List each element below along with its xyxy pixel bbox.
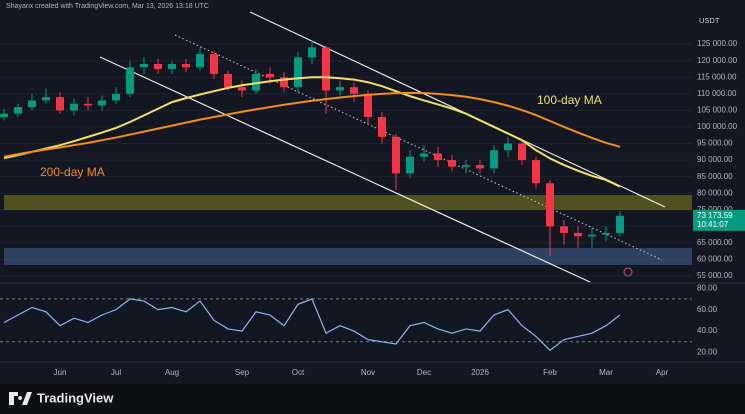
candle-body (364, 93, 372, 118)
candle-body (42, 97, 50, 101)
candle-body (154, 64, 162, 69)
y-tick-label: 80.00 (697, 283, 718, 292)
candle-body (336, 87, 344, 91)
candle-body (28, 100, 36, 108)
y-tick-label: 85 000.00 (697, 172, 733, 181)
candle-body (616, 215, 624, 233)
candle-body (378, 117, 386, 137)
candle-body (126, 67, 134, 94)
candle-body (448, 160, 456, 167)
candle-body (420, 153, 428, 157)
moving-average (3, 76, 621, 188)
channel-lower (99, 56, 591, 283)
y-tick-label: 95 000.00 (697, 139, 733, 148)
x-tick-label: Nov (361, 368, 375, 377)
y-tick-label: 100 000.00 (697, 122, 738, 131)
last-price-label: 73 173.59 (697, 211, 733, 220)
candle-body (210, 54, 218, 74)
candle-body (140, 64, 148, 68)
currency: USDT (699, 16, 720, 25)
resistance-zone (4, 195, 692, 210)
candle-body (0, 113, 8, 118)
candle-body (322, 47, 330, 91)
candle-body (56, 97, 64, 111)
y-tick-label: 60.00 (697, 305, 718, 314)
ma-label: 200-day MA (40, 165, 105, 179)
candle-body (98, 100, 106, 106)
candle-body (70, 103, 78, 111)
last-price-box (693, 209, 745, 231)
x-tick-label: Feb (543, 368, 557, 377)
candle-body (84, 103, 92, 106)
candle-body (574, 232, 582, 237)
moving-average (3, 91, 621, 158)
candle-body (560, 226, 568, 233)
x-tick-label: Oct (292, 368, 305, 377)
channel-upper (249, 11, 666, 208)
candle-body (112, 93, 120, 101)
candle-body (518, 143, 526, 161)
x-tick-label: Sep (235, 368, 250, 377)
candle-body (266, 73, 274, 78)
logo-icon (9, 392, 32, 405)
candle-body (168, 64, 176, 69)
candle-body (196, 54, 204, 68)
candle-body (280, 77, 288, 88)
x-tick-label: Dec (417, 368, 431, 377)
candle-body (238, 87, 246, 91)
y-tick-label: 110 000.00 (697, 89, 737, 98)
candle-body (182, 64, 190, 68)
x-tick-label: Apr (656, 368, 669, 377)
candle-body (392, 136, 400, 174)
candle-body (350, 87, 358, 94)
y-tick-label: 105 000.00 (697, 105, 738, 114)
candle-body (588, 234, 596, 237)
footer (0, 384, 745, 414)
candle-body (490, 150, 498, 169)
rsi-line (3, 298, 621, 352)
y-tick-label: 90 000.00 (697, 155, 733, 164)
candle-body (476, 165, 484, 169)
y-tick-label: 55 000.00 (697, 271, 733, 280)
candle-body (504, 143, 512, 151)
x-tick-label: Jul (111, 368, 121, 377)
y-tick-label: 125 000.00 (697, 39, 738, 48)
candle-body (294, 57, 302, 88)
event-icon (623, 267, 633, 277)
support-zone (4, 248, 692, 265)
y-tick-label: 20.00 (697, 348, 718, 357)
y-tick-label: 65 000.00 (697, 238, 733, 247)
header: Shayanx created with TradingView.com, Ma… (6, 3, 209, 10)
ma-label: 100-day MA (537, 93, 602, 107)
y-tick-label: 80 000.00 (697, 188, 733, 197)
y-tick-label: 75 000.00 (697, 205, 733, 214)
y-tick-label: 40.00 (697, 326, 718, 335)
candle-body (406, 156, 414, 174)
candle-body (308, 47, 316, 58)
y-tick-label: 120 000.00 (697, 56, 738, 65)
x-tick-label: Mar (599, 368, 613, 377)
candle-body (224, 73, 232, 88)
y-tick-label: 60 000.00 (697, 255, 733, 264)
x-tick-label: 2026 (471, 368, 489, 377)
candle-body (602, 232, 610, 235)
x-tick-label: Aug (165, 368, 179, 377)
countdown: 10:41:07 (697, 220, 729, 229)
logo: TradingView (37, 390, 114, 405)
candle-body (14, 107, 22, 114)
candle-body (462, 165, 470, 167)
y-tick-label: 115 000.00 (697, 72, 737, 81)
candle-body (546, 183, 554, 227)
x-tick-label: Jun (54, 368, 67, 377)
candle-body (434, 153, 442, 161)
candle-body (532, 160, 540, 184)
